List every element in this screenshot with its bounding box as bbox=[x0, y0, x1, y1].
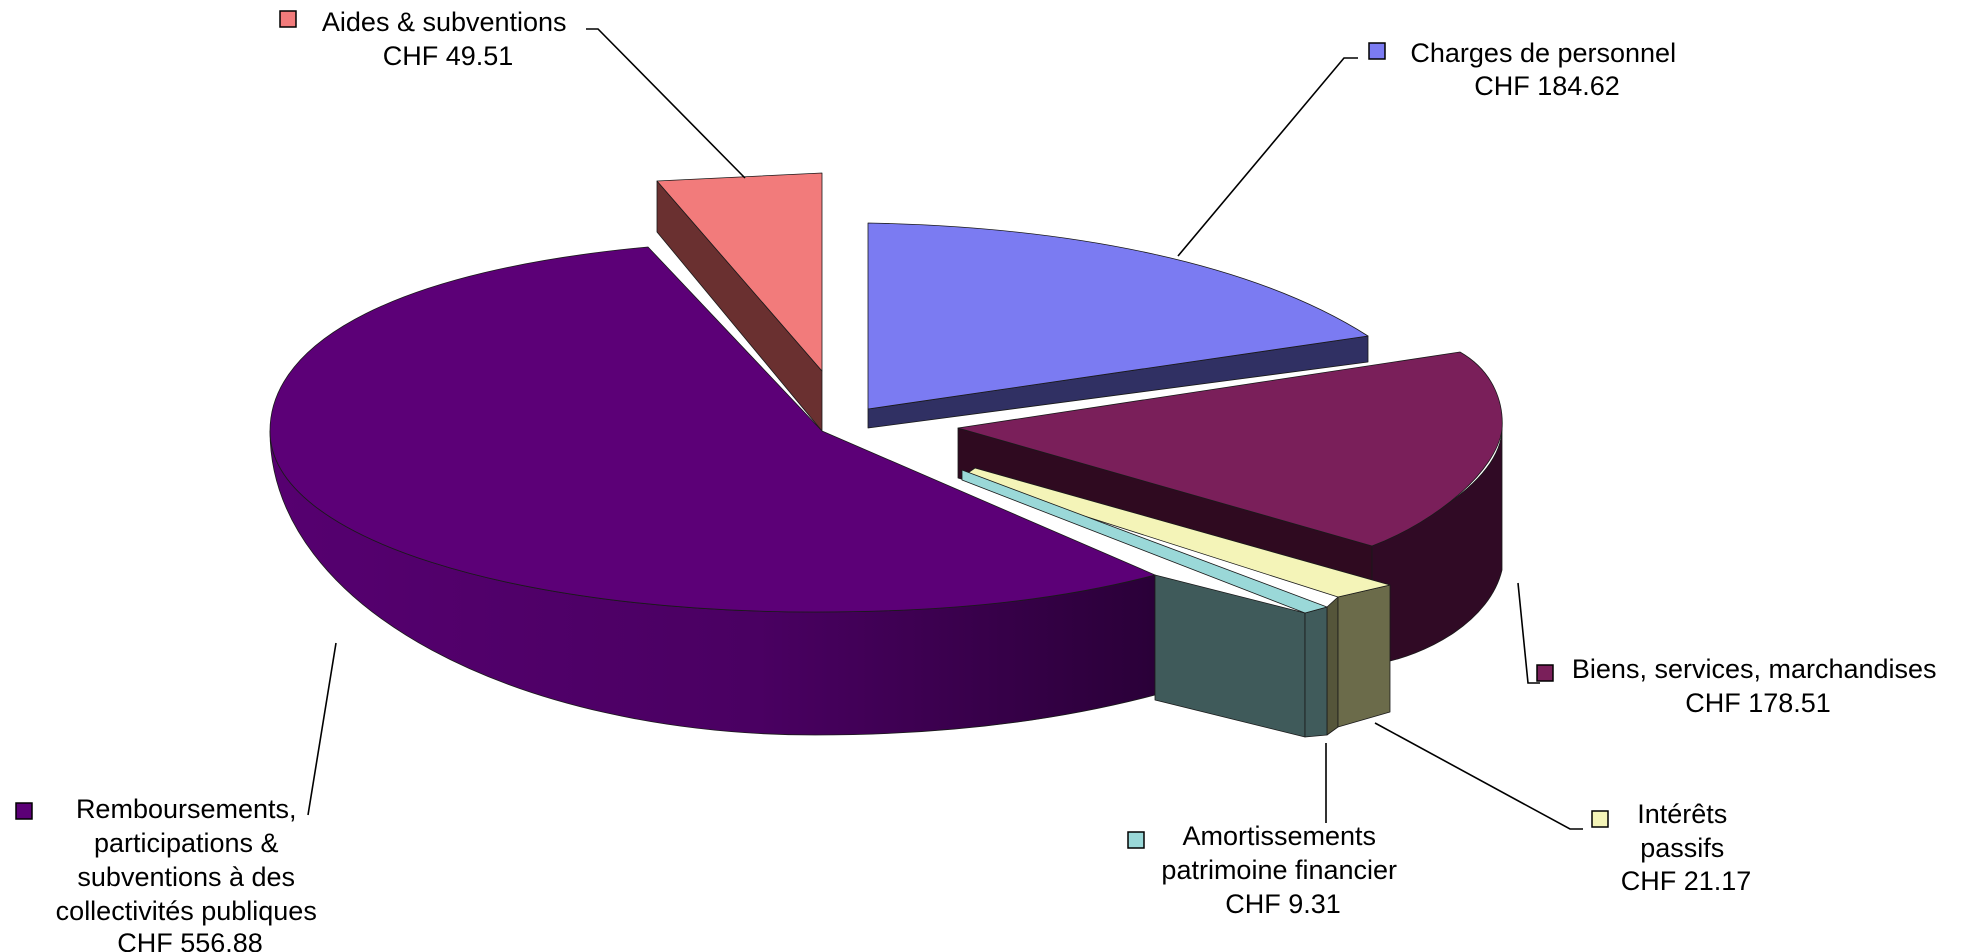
pie-slice-amortissements bbox=[961, 469, 1328, 738]
pie-slice-remboursements bbox=[269, 246, 1156, 736]
pie-slice-remboursements-top bbox=[269, 246, 1156, 613]
leader-line-charges bbox=[1177, 57, 1358, 257]
pie-slice-aides-subventions bbox=[656, 172, 823, 432]
leader-line-remboursements bbox=[307, 642, 337, 816]
label-remboursements-line: CHF 556.88 bbox=[117, 928, 263, 952]
pie-slice-amortissements-top bbox=[961, 469, 1328, 614]
label-biens-line: CHF 178.51 bbox=[1685, 688, 1831, 718]
legend-marker-aides bbox=[279, 10, 297, 28]
label-amortissements-line: CHF 9.31 bbox=[1225, 889, 1341, 919]
legend-marker-interets bbox=[1591, 810, 1609, 828]
pie-slice-interets-passifs bbox=[961, 467, 1391, 736]
legend-marker-biens bbox=[1536, 664, 1554, 682]
pie-slice-charges-personnel bbox=[867, 222, 1369, 429]
label-aides: Aides & subventions CHF 49.51 bbox=[322, 7, 574, 71]
leader-line-interets bbox=[1374, 722, 1583, 830]
label-amortissements-line: Amortissements bbox=[1182, 821, 1376, 851]
legend-marker-remboursements bbox=[15, 802, 33, 820]
pie-slice-amortissements-side bbox=[1304, 606, 1328, 738]
label-biens-line: Biens, services, marchandises bbox=[1572, 654, 1937, 684]
leader-line-aides bbox=[586, 28, 746, 179]
label-charges-line: CHF 184.62 bbox=[1474, 71, 1620, 101]
label-aides-line: CHF 49.51 bbox=[383, 41, 514, 71]
label-amortissements-line: patrimoine financier bbox=[1161, 855, 1397, 885]
legend-marker-amortissements bbox=[1127, 831, 1145, 849]
label-remboursements-line: collectivités publiques bbox=[56, 896, 317, 926]
pie-slice-biens-top bbox=[957, 351, 1503, 547]
label-charges: Charges de personnel CHF 184.62 bbox=[1410, 38, 1683, 101]
label-charges-line: Charges de personnel bbox=[1410, 38, 1676, 68]
pie-slice-interets-front bbox=[1326, 596, 1339, 736]
label-interets-line: CHF 21.17 bbox=[1621, 866, 1752, 896]
legend-marker-charges bbox=[1368, 42, 1386, 60]
label-aides-line: Aides & subventions bbox=[322, 7, 567, 37]
pie-slice-aides-top bbox=[656, 172, 823, 372]
pie-slice-charges-top bbox=[867, 222, 1369, 410]
label-amortissements: Amortissements patrimoine financier CHF … bbox=[1161, 821, 1404, 919]
label-biens: Biens, services, marchandises CHF 178.51 bbox=[1572, 654, 1944, 718]
label-interets: Intérêts passifs CHF 21.17 bbox=[1621, 799, 1752, 896]
label-remboursements-line: participations & bbox=[94, 828, 279, 858]
label-interets-line: Intérêts bbox=[1637, 799, 1727, 829]
leader-line-biens bbox=[1517, 582, 1540, 684]
pie-slice-interets-side bbox=[1337, 584, 1391, 728]
label-interets-line: passifs bbox=[1640, 833, 1724, 863]
label-remboursements-line: Remboursements, bbox=[76, 794, 297, 824]
label-remboursements: Remboursements, participations & subvent… bbox=[56, 794, 325, 952]
label-remboursements-line: subventions à des bbox=[77, 862, 295, 892]
